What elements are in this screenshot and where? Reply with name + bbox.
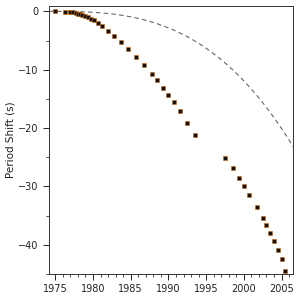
- Point: [91, 18, 96, 23]
- Point: [272, 238, 276, 243]
- Point: [223, 156, 227, 161]
- Point: [185, 120, 190, 125]
- Point: [149, 72, 154, 76]
- Point: [100, 24, 104, 28]
- Point: [192, 132, 197, 137]
- Point: [63, 9, 68, 14]
- Point: [260, 216, 265, 220]
- Point: [82, 14, 87, 19]
- Point: [76, 11, 80, 16]
- Point: [236, 175, 241, 180]
- Point: [106, 28, 110, 33]
- Point: [264, 223, 269, 227]
- Point: [118, 39, 123, 44]
- Point: [134, 54, 138, 59]
- Y-axis label: Period Shift (s): Period Shift (s): [6, 101, 16, 178]
- Point: [112, 33, 116, 38]
- Point: [95, 20, 100, 25]
- Point: [142, 63, 147, 68]
- Point: [177, 109, 182, 114]
- Point: [161, 85, 166, 90]
- Point: [242, 184, 246, 189]
- Point: [230, 166, 235, 171]
- Point: [155, 78, 160, 83]
- Point: [73, 11, 78, 15]
- Point: [53, 9, 58, 14]
- Point: [275, 247, 280, 252]
- Point: [126, 46, 131, 51]
- Point: [268, 231, 273, 236]
- Point: [85, 15, 90, 20]
- Point: [283, 269, 288, 274]
- Point: [166, 92, 171, 97]
- Point: [71, 10, 76, 15]
- Point: [80, 13, 85, 17]
- Point: [78, 12, 82, 17]
- Point: [88, 16, 93, 21]
- Point: [68, 10, 73, 14]
- Point: [279, 257, 284, 262]
- Point: [247, 193, 251, 198]
- Point: [254, 205, 259, 209]
- Point: [171, 100, 176, 105]
